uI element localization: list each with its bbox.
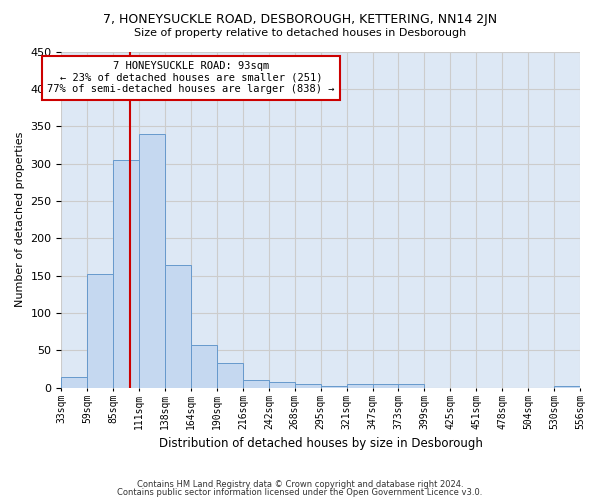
Bar: [554, 386, 580, 388]
Y-axis label: Number of detached properties: Number of detached properties: [15, 132, 25, 308]
Bar: [165, 264, 191, 388]
Text: Contains HM Land Registry data © Crown copyright and database right 2024.: Contains HM Land Registry data © Crown c…: [137, 480, 463, 489]
Bar: [191, 346, 217, 388]
Bar: [88, 274, 113, 388]
Bar: [61, 376, 88, 388]
Text: Size of property relative to detached houses in Desborough: Size of property relative to detached ho…: [134, 28, 466, 38]
Bar: [321, 386, 347, 388]
Bar: [217, 363, 243, 388]
Text: 7, HONEYSUCKLE ROAD, DESBOROUGH, KETTERING, NN14 2JN: 7, HONEYSUCKLE ROAD, DESBOROUGH, KETTERI…: [103, 12, 497, 26]
Bar: [139, 134, 165, 388]
Bar: [295, 384, 321, 388]
Bar: [243, 380, 269, 388]
Text: Contains public sector information licensed under the Open Government Licence v3: Contains public sector information licen…: [118, 488, 482, 497]
Bar: [269, 382, 295, 388]
Bar: [373, 384, 398, 388]
Bar: [398, 384, 424, 388]
X-axis label: Distribution of detached houses by size in Desborough: Distribution of detached houses by size …: [159, 437, 482, 450]
Bar: [347, 384, 373, 388]
Text: 7 HONEYSUCKLE ROAD: 93sqm
← 23% of detached houses are smaller (251)
77% of semi: 7 HONEYSUCKLE ROAD: 93sqm ← 23% of detac…: [47, 61, 335, 94]
Bar: [113, 160, 139, 388]
